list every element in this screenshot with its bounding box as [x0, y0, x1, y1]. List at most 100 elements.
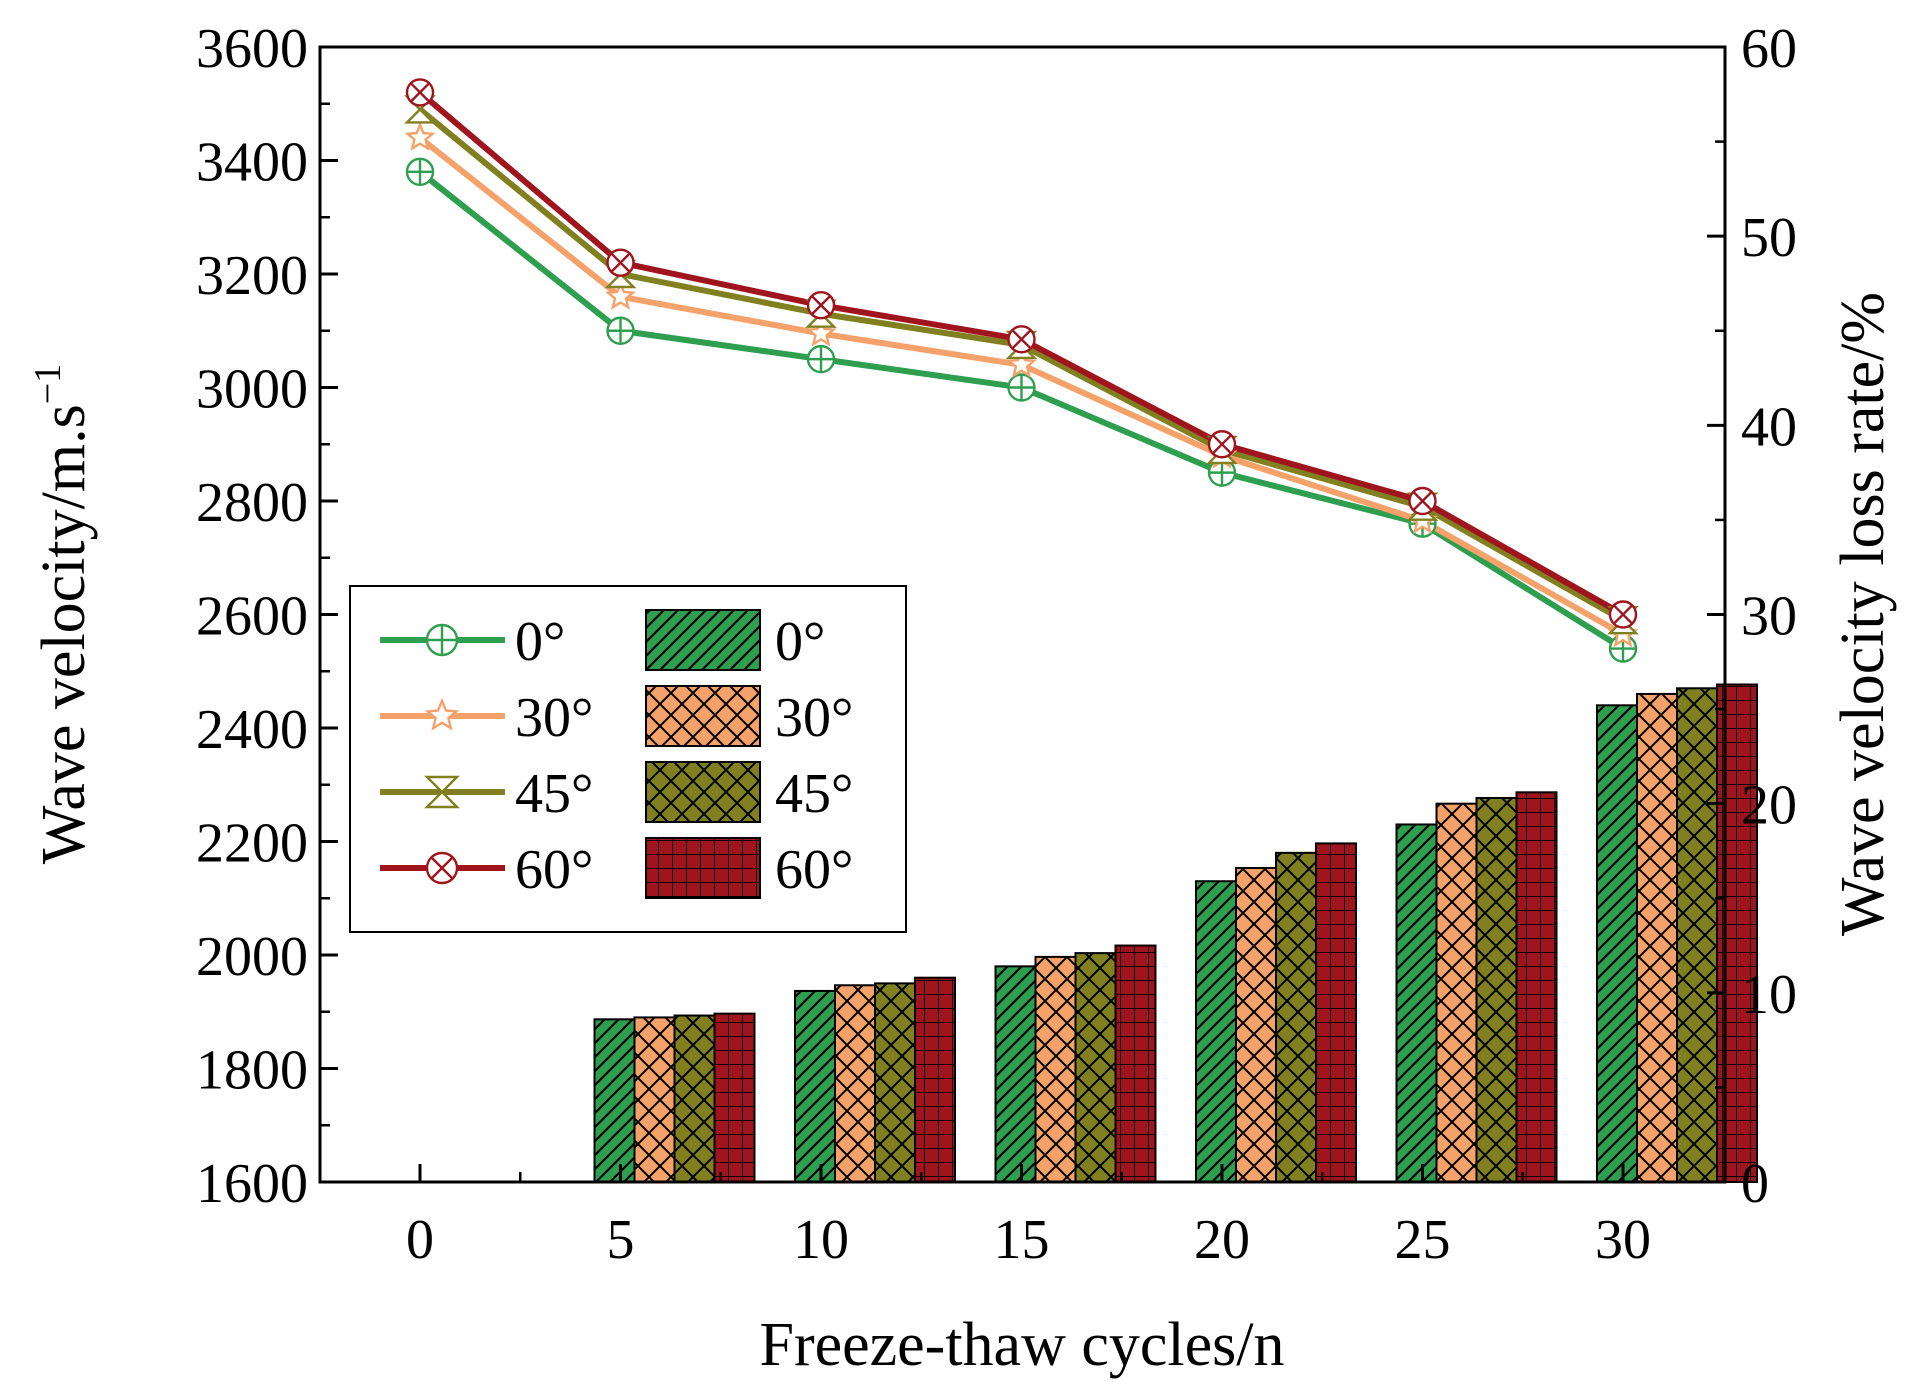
marker-x	[409, 82, 431, 103]
bar-2-20	[1275, 851, 1317, 1183]
bar-1-25	[1435, 802, 1478, 1184]
left-tick-label: 2200	[196, 813, 308, 875]
bar-0-30	[1596, 704, 1638, 1183]
left-tick-label: 3400	[196, 132, 308, 194]
bar-1-10	[834, 984, 876, 1183]
marker-star	[404, 121, 436, 151]
point-3-5	[606, 248, 635, 277]
right-tick-label: 50	[1741, 207, 1797, 269]
left-tick-label: 1800	[196, 1040, 308, 1102]
legend-swatch-1	[645, 685, 761, 747]
marker-x	[1412, 490, 1433, 512]
point-1-5	[605, 280, 636, 310]
bar-3-20	[1315, 842, 1357, 1183]
marker-star	[805, 317, 837, 347]
legend-bar-label-0: 0°	[775, 611, 825, 673]
legend-marker-3	[425, 851, 459, 885]
x-tick-label: 25	[1395, 1209, 1451, 1271]
bar-2-30	[1676, 687, 1718, 1184]
bar-3-15	[1114, 944, 1157, 1184]
marker-x	[430, 856, 454, 880]
x-tick-label: 5	[607, 1209, 635, 1271]
bar-3-5	[713, 1012, 756, 1183]
bar-3-30	[1716, 683, 1758, 1183]
point-0-0	[405, 157, 435, 187]
bar-0-5	[593, 1018, 636, 1183]
left-tick-label: 3600	[196, 18, 308, 80]
legend: 0° 30° 45° 60° 0° 30° 45° 60°	[349, 585, 907, 933]
bar-2-15	[1074, 952, 1117, 1183]
right-tick-label: 30	[1741, 586, 1797, 648]
marker-hourglass	[424, 775, 460, 809]
marker-plus	[427, 625, 457, 655]
legend-bar-label-3: 60°	[775, 839, 853, 901]
point-1-10	[805, 317, 837, 347]
line-layer	[404, 78, 1639, 663]
legend-swatch-2	[645, 761, 761, 823]
x-axis: 0 5 10 15 20 25 30	[406, 1164, 1651, 1271]
point-3-10	[806, 291, 836, 320]
bar-2-25	[1475, 796, 1518, 1183]
right-axis: 0 10 20 30 40 50 60	[1707, 18, 1797, 1215]
x-tick-label: 10	[793, 1209, 849, 1271]
marker-plus	[1008, 374, 1035, 401]
marker-x	[810, 295, 832, 316]
left-tick-label: 2600	[196, 586, 308, 648]
legend-bar-label-1: 30°	[775, 687, 853, 749]
left-tick-label: 2400	[196, 699, 308, 761]
point-3-20	[1207, 430, 1237, 459]
bar-0-10	[794, 989, 836, 1183]
right-tick-label: 40	[1741, 396, 1797, 458]
x-tick-label: 0	[406, 1209, 434, 1271]
marker-x	[1211, 434, 1233, 455]
point-3-15	[1007, 325, 1036, 354]
left-tick-label: 2800	[196, 472, 308, 534]
point-1-15	[1006, 348, 1037, 378]
legend-line-label-3: 60°	[515, 839, 593, 901]
bar-1-15	[1034, 955, 1077, 1183]
marker-star	[605, 280, 636, 310]
legend-swatch-3	[645, 837, 761, 899]
y-axis-left-label-sup: −1	[27, 364, 69, 404]
bar-3-25	[1515, 791, 1558, 1183]
left-axis: 1600 1800 2000 2200 2400 2600 2800 3000 3200 3400…	[196, 18, 338, 1215]
legend-marker-0	[425, 623, 459, 657]
point-0-5	[606, 316, 635, 345]
x-tick-label: 30	[1595, 1209, 1651, 1271]
legend-bar-label-2: 45°	[775, 763, 853, 825]
marker-star	[1006, 348, 1037, 378]
x-axis-label: Freeze-thaw cycles/n	[759, 1311, 1284, 1379]
bar-0-25	[1395, 823, 1438, 1183]
marker-x	[610, 252, 631, 273]
legend-line-label-1: 30°	[515, 687, 593, 749]
point-3-0	[405, 78, 435, 107]
point-3-25	[1408, 486, 1437, 516]
right-tick-label: 0	[1741, 1153, 1769, 1215]
legend-marker-2	[424, 775, 460, 809]
point-3-30	[1608, 600, 1638, 629]
marker-x	[1011, 329, 1032, 350]
right-tick-label: 60	[1741, 18, 1797, 80]
marker-star	[424, 697, 460, 731]
x-tick-label: 15	[994, 1209, 1050, 1271]
bar-1-5	[633, 1016, 676, 1183]
bar-0-20	[1195, 880, 1237, 1183]
x-tick-label: 20	[1194, 1209, 1250, 1271]
legend-marker-1	[424, 697, 460, 731]
right-tick-label: 10	[1741, 964, 1797, 1026]
bar-0-15	[994, 965, 1037, 1183]
legend-line-label-2: 45°	[515, 763, 593, 825]
point-0-10	[806, 344, 836, 374]
marker-plus	[607, 317, 634, 344]
bar-1-30	[1636, 692, 1678, 1183]
bar-3-10	[914, 976, 956, 1184]
marker-plus	[808, 346, 834, 373]
marker-x	[1612, 604, 1634, 625]
bar-2-10	[874, 982, 916, 1183]
left-tick-label: 1600	[196, 1153, 308, 1215]
point-1-0	[404, 121, 436, 151]
point-0-15	[1007, 373, 1036, 402]
left-tick-label: 2000	[196, 926, 308, 988]
right-tick-label: 20	[1741, 775, 1797, 837]
